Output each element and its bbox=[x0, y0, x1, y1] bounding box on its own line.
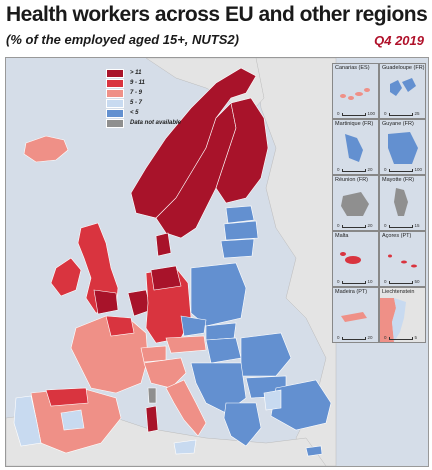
region-hungary bbox=[205, 337, 242, 364]
inset-reunion-label: Réunion (FR) bbox=[335, 177, 369, 183]
inset-malta-shape bbox=[340, 252, 361, 264]
region-portugal bbox=[13, 395, 42, 447]
inset-canarias-scale: 0 100 bbox=[337, 111, 376, 116]
legend-label: 5 - 7 bbox=[130, 100, 143, 106]
inset-reunion: Réunion (FR) 0 20 bbox=[332, 175, 379, 231]
inset-canarias: Canarias (ES) 0 100 bbox=[332, 63, 379, 119]
legend-item: < 5 bbox=[106, 108, 181, 118]
europe-map-canvas bbox=[6, 58, 337, 466]
region-poland bbox=[190, 262, 247, 327]
inset-madeira-shape bbox=[341, 312, 367, 322]
region-czechia bbox=[180, 315, 207, 337]
region-greece bbox=[223, 402, 262, 447]
inset-reunion-shape bbox=[341, 192, 369, 216]
region-sicily bbox=[173, 439, 197, 455]
inset-madeira-scale: 0 20 bbox=[337, 335, 373, 340]
region-italy-south bbox=[165, 379, 207, 437]
inset-acores: Açores (PT) 0 50 bbox=[379, 231, 426, 287]
non-eu-land-east bbox=[255, 58, 337, 466]
inset-mayotte-shape bbox=[394, 188, 408, 216]
inset-madeira: Madeira (PT) 0 20 bbox=[332, 287, 379, 343]
inset-acores-label: Açores (PT) bbox=[382, 233, 412, 239]
inset-liechtenstein-label: Liechtenstein bbox=[382, 289, 415, 295]
legend-item: 5 - 7 bbox=[106, 98, 181, 108]
inset-guyane-shape bbox=[388, 132, 418, 164]
inset-guyane-scale: 0 100 bbox=[384, 167, 423, 172]
inset-reunion-scale: 0 20 bbox=[337, 223, 373, 228]
legend-label: > 11 bbox=[130, 70, 142, 76]
inset-mayotte-label: Mayotte (FR) bbox=[382, 177, 415, 183]
region-sardinia bbox=[145, 405, 159, 433]
region-denmark bbox=[155, 232, 172, 257]
inset-acores-scale: 0 50 bbox=[384, 279, 420, 284]
region-cyprus bbox=[305, 445, 323, 457]
inset-martinique-label: Martinique (FR) bbox=[335, 121, 374, 127]
legend-swatch bbox=[106, 88, 124, 98]
region-corsica bbox=[147, 387, 157, 404]
legend-swatch bbox=[106, 108, 124, 118]
legend-item: 7 - 9 bbox=[106, 88, 181, 98]
region-lithuania bbox=[220, 238, 255, 259]
inset-acores-shape bbox=[388, 254, 417, 268]
region-iceland bbox=[23, 135, 69, 163]
map-legend: > 11 9 - 11 7 - 9 5 - 7 < 5 Data not availabl… bbox=[106, 68, 181, 128]
region-uk-south bbox=[93, 289, 119, 315]
inset-mayotte: Mayotte (FR) 0 15 bbox=[379, 175, 426, 231]
region-italy-north bbox=[143, 357, 187, 389]
region-austria bbox=[165, 335, 207, 354]
legend-label: Data not available bbox=[130, 120, 182, 126]
europe-map: > 11 9 - 11 7 - 9 5 - 7 < 5 Data not availabl… bbox=[5, 57, 429, 467]
inset-guadeloupe-scale: 0 25 bbox=[384, 111, 420, 116]
inset-martinique: Martinique (FR) 0 20 bbox=[332, 119, 379, 175]
inset-martinique-scale: 0 20 bbox=[337, 167, 373, 172]
region-turkey-west bbox=[263, 389, 282, 411]
legend-swatch bbox=[106, 78, 124, 88]
region-romania bbox=[240, 332, 292, 377]
inset-madeira-label: Madeira (PT) bbox=[335, 289, 368, 295]
inset-malta: Malta 0 10 bbox=[332, 231, 379, 287]
inset-guadeloupe: Guadeloupe (FR) 0 25 bbox=[379, 63, 426, 119]
page-title: Health workers across EU and other regio… bbox=[6, 3, 428, 26]
region-spain-north bbox=[45, 387, 89, 407]
region-estonia bbox=[225, 205, 255, 224]
region-spain-center bbox=[60, 409, 85, 431]
page-subtitle: (% of the employed aged 15+, NUTS2) bbox=[6, 32, 239, 47]
legend-swatch bbox=[106, 68, 124, 78]
inset-canarias-label: Canarias (ES) bbox=[335, 65, 370, 71]
period-label: Q4 2019 bbox=[374, 33, 424, 48]
legend-swatch bbox=[106, 118, 124, 128]
inset-malta-label: Malta bbox=[335, 233, 349, 239]
region-turkey bbox=[270, 379, 332, 431]
region-switzerland bbox=[140, 345, 167, 363]
inset-guyane: Guyane (FR) 0 100 bbox=[379, 119, 426, 175]
region-latvia bbox=[223, 220, 259, 241]
region-france-north bbox=[105, 315, 135, 337]
legend-item: Data not available bbox=[106, 118, 181, 128]
legend-item: > 11 bbox=[106, 68, 181, 78]
legend-swatch bbox=[106, 98, 124, 108]
inset-canarias-shape bbox=[340, 88, 370, 100]
legend-item: 9 - 11 bbox=[106, 78, 181, 88]
inset-guadeloupe-label: Guadeloupe (FR) bbox=[382, 65, 425, 71]
inset-mayotte-scale: 0 15 bbox=[384, 223, 420, 228]
legend-label: 9 - 11 bbox=[130, 80, 145, 86]
inset-martinique-shape bbox=[345, 134, 363, 162]
inset-malta-scale: 0 10 bbox=[337, 279, 373, 284]
inset-liechtenstein-shape bbox=[380, 298, 406, 342]
inset-guadeloupe-shape bbox=[390, 78, 416, 96]
legend-label: 7 - 9 bbox=[130, 90, 143, 96]
region-finland bbox=[215, 97, 269, 204]
region-germany-north bbox=[150, 265, 182, 291]
region-slovakia bbox=[205, 322, 237, 341]
region-ireland bbox=[50, 257, 82, 297]
legend-label: < 5 bbox=[130, 110, 139, 116]
inset-guyane-label: Guyane (FR) bbox=[382, 121, 414, 127]
